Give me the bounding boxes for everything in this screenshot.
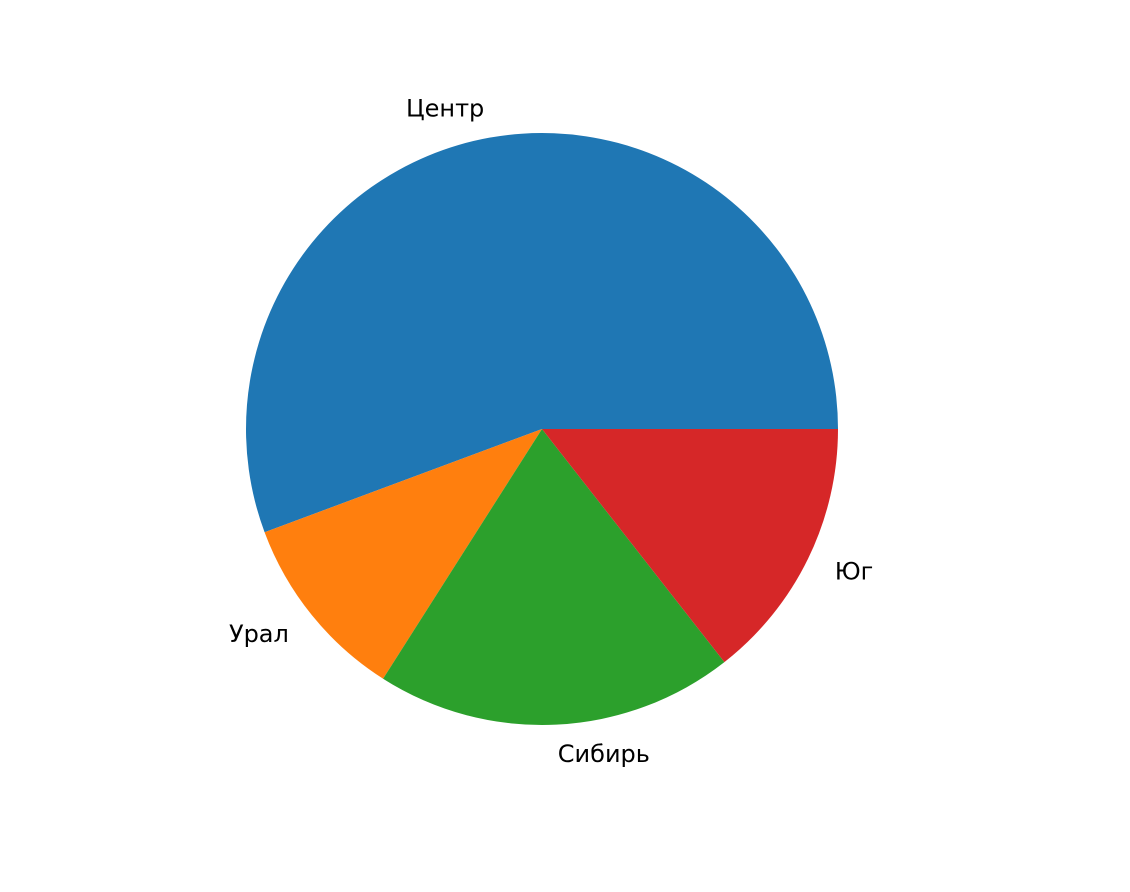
slice-label: Центр: [406, 95, 484, 123]
pie-slice-1: [246, 133, 839, 533]
pie-slice-2: [264, 429, 542, 679]
pie-slice-4: [542, 429, 838, 663]
slice-label: Юг: [835, 558, 874, 586]
pie-labels: Центр Урал Сибирь Юг: [229, 95, 873, 769]
slice-label: Сибирь: [558, 740, 650, 768]
pie-slice-3: [383, 429, 725, 725]
slice-label: Урал: [229, 620, 289, 648]
pie-slices: [246, 133, 839, 725]
